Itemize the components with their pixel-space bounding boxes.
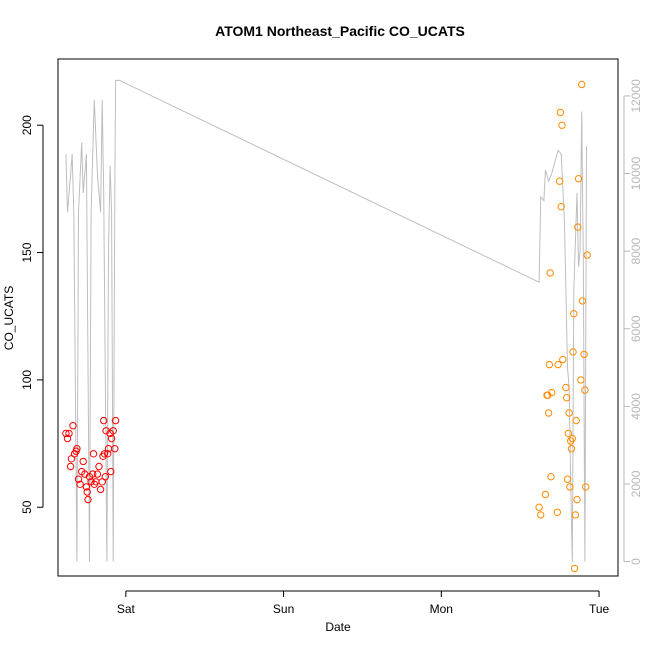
data-point — [572, 416, 580, 425]
data-point — [74, 475, 83, 483]
y-tick-label: 50 — [20, 500, 34, 514]
y2-tick-label: 2000 — [629, 470, 643, 497]
data-point — [571, 511, 580, 519]
x-axis: Sat Sun Mon Tue — [117, 590, 610, 616]
data-point — [545, 360, 554, 369]
y2-tick-label: 4000 — [629, 393, 643, 420]
data-point — [537, 511, 545, 519]
data-point — [570, 310, 578, 318]
x-tick-label: Mon — [430, 602, 453, 616]
data-point — [107, 434, 116, 443]
data-point — [63, 434, 72, 443]
data-point — [65, 429, 73, 438]
data-point — [546, 269, 554, 277]
data-point — [62, 429, 70, 438]
y-axis-label: CO_UCATS — [2, 286, 16, 350]
data-point — [100, 450, 109, 458]
data-point — [76, 480, 84, 488]
x-tick-label: Sat — [117, 602, 136, 616]
data-point — [111, 445, 119, 453]
y-axis: 50 100 150 200 — [20, 115, 44, 514]
data-point — [568, 434, 576, 443]
data-point — [559, 355, 567, 364]
data-point — [582, 483, 590, 491]
y2-tick-label: 8000 — [629, 237, 643, 264]
data-point — [102, 427, 110, 435]
data-point — [84, 495, 92, 504]
x-axis-label: Date — [325, 620, 351, 634]
data-point — [544, 391, 552, 399]
data-point — [69, 422, 77, 430]
data-point — [563, 475, 572, 483]
data-point — [564, 429, 572, 438]
data-point — [567, 445, 576, 453]
data-point — [547, 473, 555, 481]
data-point — [82, 483, 91, 491]
data-point — [104, 450, 112, 458]
data-point — [578, 80, 586, 89]
data-point — [580, 350, 588, 359]
data-point — [563, 394, 571, 402]
data-point — [578, 297, 587, 305]
data-point — [541, 490, 550, 499]
y2-tick-label: 12000 — [629, 79, 643, 113]
data-point — [557, 203, 565, 211]
data-point — [553, 508, 561, 516]
plot-frame — [57, 58, 619, 577]
data-point — [95, 462, 103, 471]
data-point — [583, 251, 591, 259]
data-point — [574, 223, 582, 231]
data-point — [555, 177, 564, 185]
data-point — [573, 495, 581, 504]
data-point — [554, 360, 562, 369]
data-point — [565, 409, 573, 417]
series-point-layer — [62, 80, 591, 573]
chart-title: ATOM1 Northeast_Pacific CO_UCATS — [215, 23, 465, 39]
data-point — [89, 450, 98, 458]
data-point — [100, 416, 108, 425]
data-point — [548, 388, 556, 397]
data-point — [566, 483, 574, 491]
x-tick-label: Tue — [589, 602, 610, 616]
series-line-layer — [65, 79, 587, 562]
y-tick-label: 200 — [20, 115, 34, 135]
data-point — [574, 175, 583, 183]
y-tick-label: 100 — [20, 370, 34, 390]
series-line — [65, 79, 587, 562]
data-point — [96, 485, 105, 494]
data-point — [89, 470, 97, 478]
y-tick-label: 150 — [20, 242, 34, 262]
data-point — [109, 427, 117, 435]
y2-tick-label: 6000 — [629, 315, 643, 342]
x-tick-label: Sun — [273, 602, 294, 616]
data-point — [73, 445, 81, 453]
data-point — [535, 503, 543, 511]
data-point — [562, 383, 570, 392]
y2-tick-label: 10000 — [629, 157, 643, 191]
data-point — [93, 470, 102, 478]
data-point — [570, 564, 579, 573]
data-point — [569, 348, 577, 356]
data-point — [577, 376, 585, 384]
y2-axis-right: 0 2000 4000 6000 8000 10000 12000 — [623, 79, 643, 565]
data-point — [544, 409, 553, 417]
data-point — [556, 108, 565, 117]
data-point — [107, 467, 115, 476]
data-point — [111, 416, 120, 425]
data-point — [101, 473, 110, 481]
data-point — [79, 457, 87, 466]
data-point — [66, 462, 75, 471]
data-point — [558, 121, 566, 129]
data-point — [83, 488, 91, 496]
y2-tick-label: 0 — [629, 558, 643, 565]
data-point — [581, 386, 589, 394]
